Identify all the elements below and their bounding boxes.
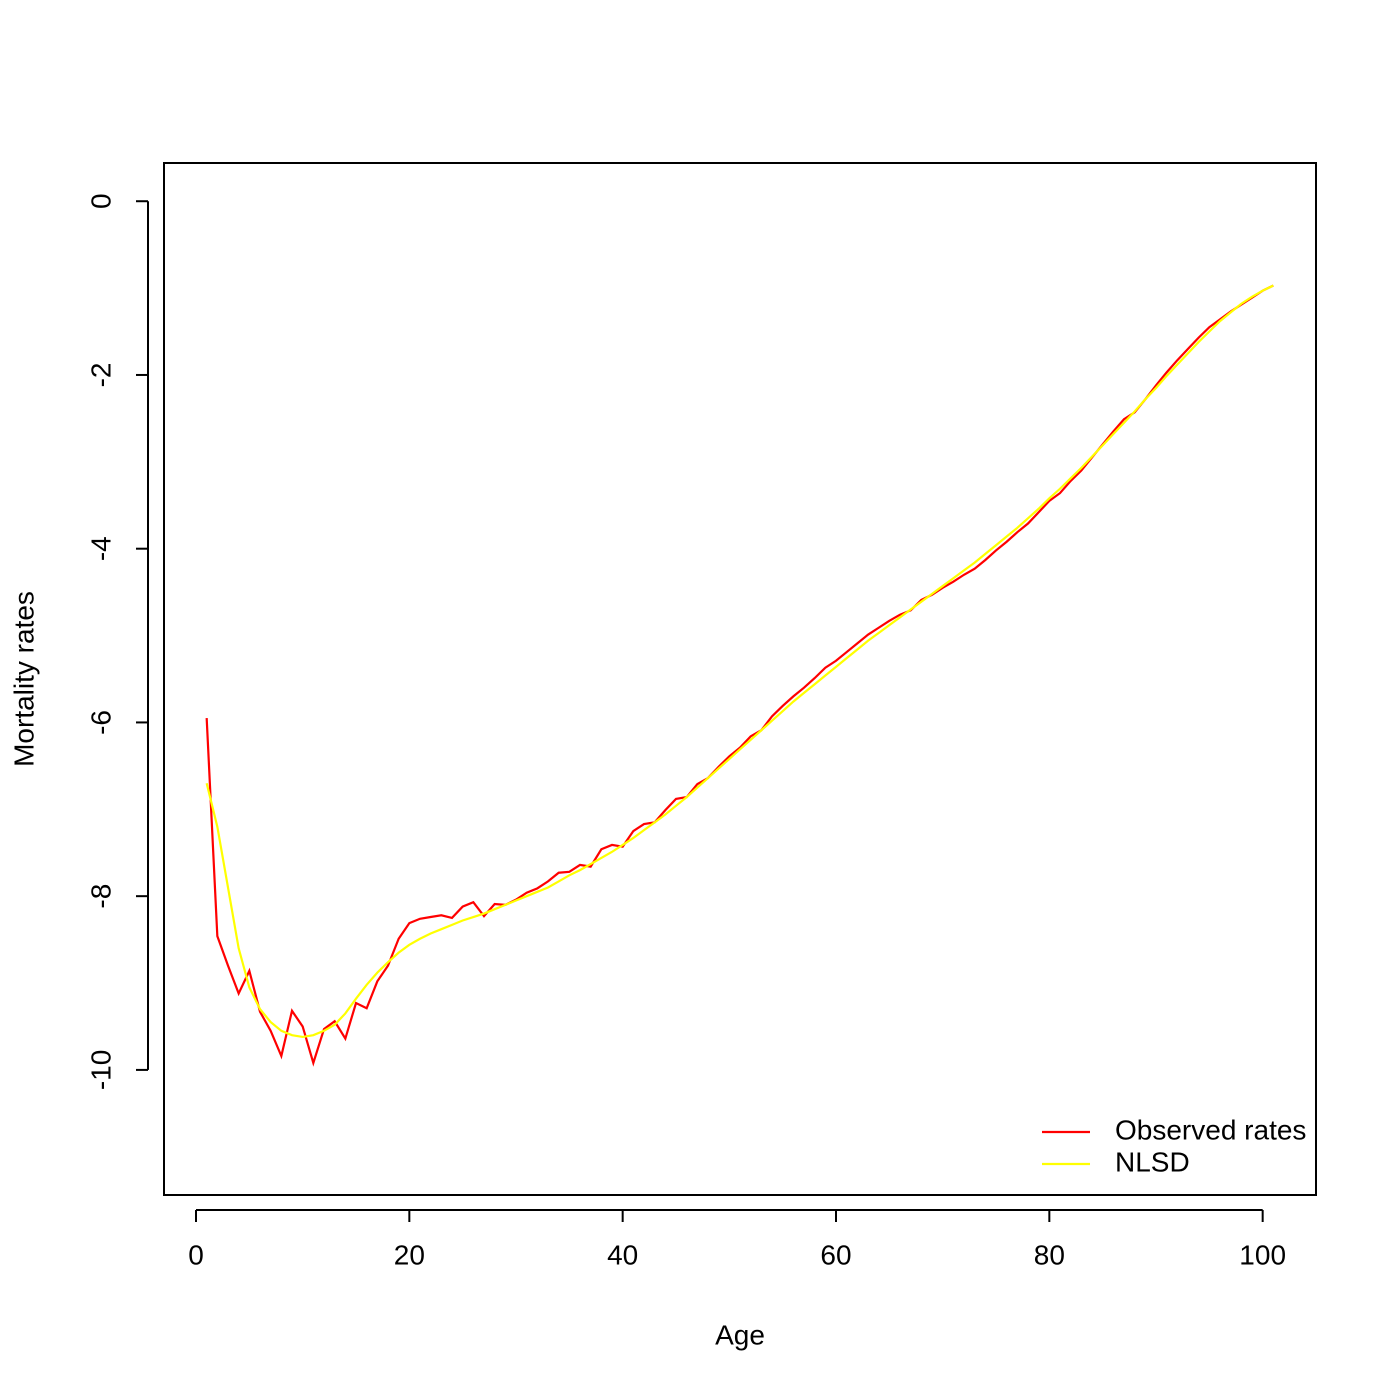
y-tick-label: -10 — [85, 1050, 116, 1090]
x-tick-label: 80 — [1034, 1239, 1065, 1270]
y-tick-label: -8 — [85, 884, 116, 909]
y-tick-label: -4 — [85, 536, 116, 561]
series-line — [205, 284, 1274, 1067]
x-tick-label: 40 — [607, 1239, 638, 1270]
x-tick-label: 60 — [820, 1239, 851, 1270]
y-tick-label: -2 — [85, 363, 116, 388]
y-tick-label: 0 — [85, 193, 116, 209]
series-line — [205, 284, 1274, 1039]
x-axis-title: Age — [715, 1319, 765, 1350]
legend-label: Observed rates — [1115, 1114, 1306, 1145]
plot-frame — [163, 162, 1317, 1196]
x-tick-label: 20 — [394, 1239, 425, 1270]
y-axis-title: Mortality rates — [8, 591, 39, 767]
y-tick-label: -6 — [85, 710, 116, 735]
x-tick-label: 100 — [1239, 1239, 1286, 1270]
x-tick-label: 0 — [188, 1239, 204, 1270]
legend-label: NLSD — [1115, 1146, 1190, 1177]
